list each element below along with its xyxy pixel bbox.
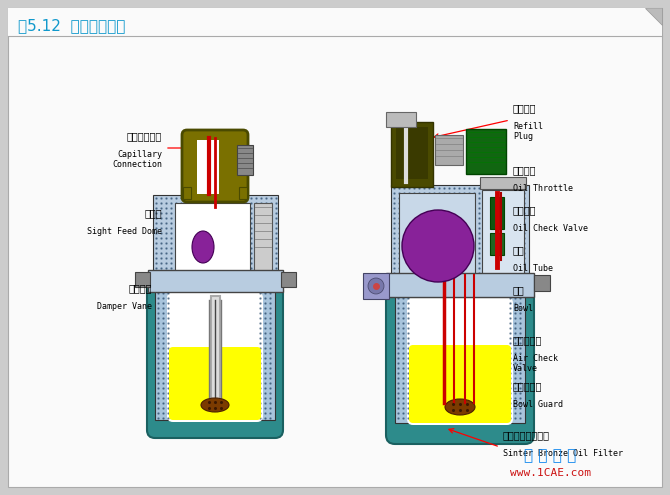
- Text: 油量调节: 油量调节: [513, 165, 537, 175]
- Ellipse shape: [201, 398, 229, 412]
- Text: 青铜烧结油过滤器: 青铜烧结油过滤器: [503, 430, 550, 440]
- Bar: [135, 272, 150, 287]
- Text: Bowl: Bowl: [513, 304, 533, 313]
- Text: 毛细管连接孔: 毛细管连接孔: [127, 131, 162, 141]
- Text: Damper Vane: Damper Vane: [97, 302, 152, 311]
- Ellipse shape: [402, 210, 474, 282]
- Bar: [391, 185, 529, 297]
- Bar: [153, 195, 278, 290]
- Text: Oil Tube: Oil Tube: [513, 264, 553, 273]
- Ellipse shape: [368, 278, 384, 294]
- Bar: [466, 129, 506, 174]
- FancyBboxPatch shape: [409, 345, 511, 423]
- Bar: [386, 273, 534, 297]
- Text: 视油器: 视油器: [144, 208, 162, 218]
- Bar: [183, 187, 191, 199]
- Text: 油管: 油管: [513, 245, 525, 255]
- Bar: [482, 190, 524, 292]
- Bar: [391, 122, 433, 187]
- FancyBboxPatch shape: [386, 286, 534, 444]
- Bar: [435, 135, 463, 165]
- Polygon shape: [645, 8, 662, 25]
- Text: www.1CAE.com: www.1CAE.com: [509, 468, 590, 478]
- Bar: [281, 272, 296, 287]
- Bar: [8, 8, 662, 36]
- Bar: [386, 112, 416, 127]
- Text: 阻尼叶片: 阻尼叶片: [129, 283, 152, 293]
- Text: Refill
Plug: Refill Plug: [513, 122, 543, 142]
- Text: Sinter Bronze Oil Filter: Sinter Bronze Oil Filter: [503, 449, 623, 458]
- Text: Oil Check Valve: Oil Check Valve: [513, 224, 588, 233]
- Text: 空气单向阀: 空气单向阀: [513, 335, 543, 345]
- FancyBboxPatch shape: [147, 282, 283, 438]
- Bar: [395, 295, 413, 423]
- Text: Capillary
Connection: Capillary Connection: [112, 150, 162, 169]
- Bar: [175, 203, 250, 282]
- Bar: [239, 187, 247, 199]
- Bar: [396, 127, 428, 179]
- Bar: [507, 295, 525, 423]
- FancyBboxPatch shape: [169, 347, 261, 420]
- Text: 孔油孔塞: 孔油孔塞: [513, 103, 537, 113]
- Text: Air Check
Valve: Air Check Valve: [513, 354, 558, 373]
- Ellipse shape: [445, 399, 475, 415]
- FancyBboxPatch shape: [407, 297, 513, 425]
- Ellipse shape: [192, 231, 214, 263]
- Bar: [363, 273, 389, 299]
- Bar: [148, 270, 283, 292]
- Bar: [399, 193, 475, 289]
- Bar: [254, 203, 272, 280]
- Bar: [197, 140, 219, 194]
- Text: 油单向阀: 油单向阀: [513, 205, 537, 215]
- Text: Oil Throttle: Oil Throttle: [513, 184, 573, 193]
- Text: Sight Feed Dome: Sight Feed Dome: [87, 227, 162, 236]
- Text: 杯子的护套: 杯子的护套: [513, 381, 543, 391]
- Bar: [490, 233, 504, 255]
- Text: Bowl Guard: Bowl Guard: [513, 400, 563, 409]
- Text: 图5.12  均衡式油雾器: 图5.12 均衡式油雾器: [18, 18, 125, 34]
- Bar: [490, 197, 504, 229]
- Text: 仿 真 在 线: 仿 真 在 线: [524, 448, 576, 463]
- FancyBboxPatch shape: [182, 130, 248, 202]
- Bar: [257, 290, 275, 420]
- Bar: [155, 290, 173, 420]
- Bar: [237, 145, 253, 175]
- Bar: [480, 177, 526, 189]
- Bar: [534, 275, 550, 291]
- Text: 杯子: 杯子: [513, 285, 525, 295]
- FancyBboxPatch shape: [167, 292, 263, 422]
